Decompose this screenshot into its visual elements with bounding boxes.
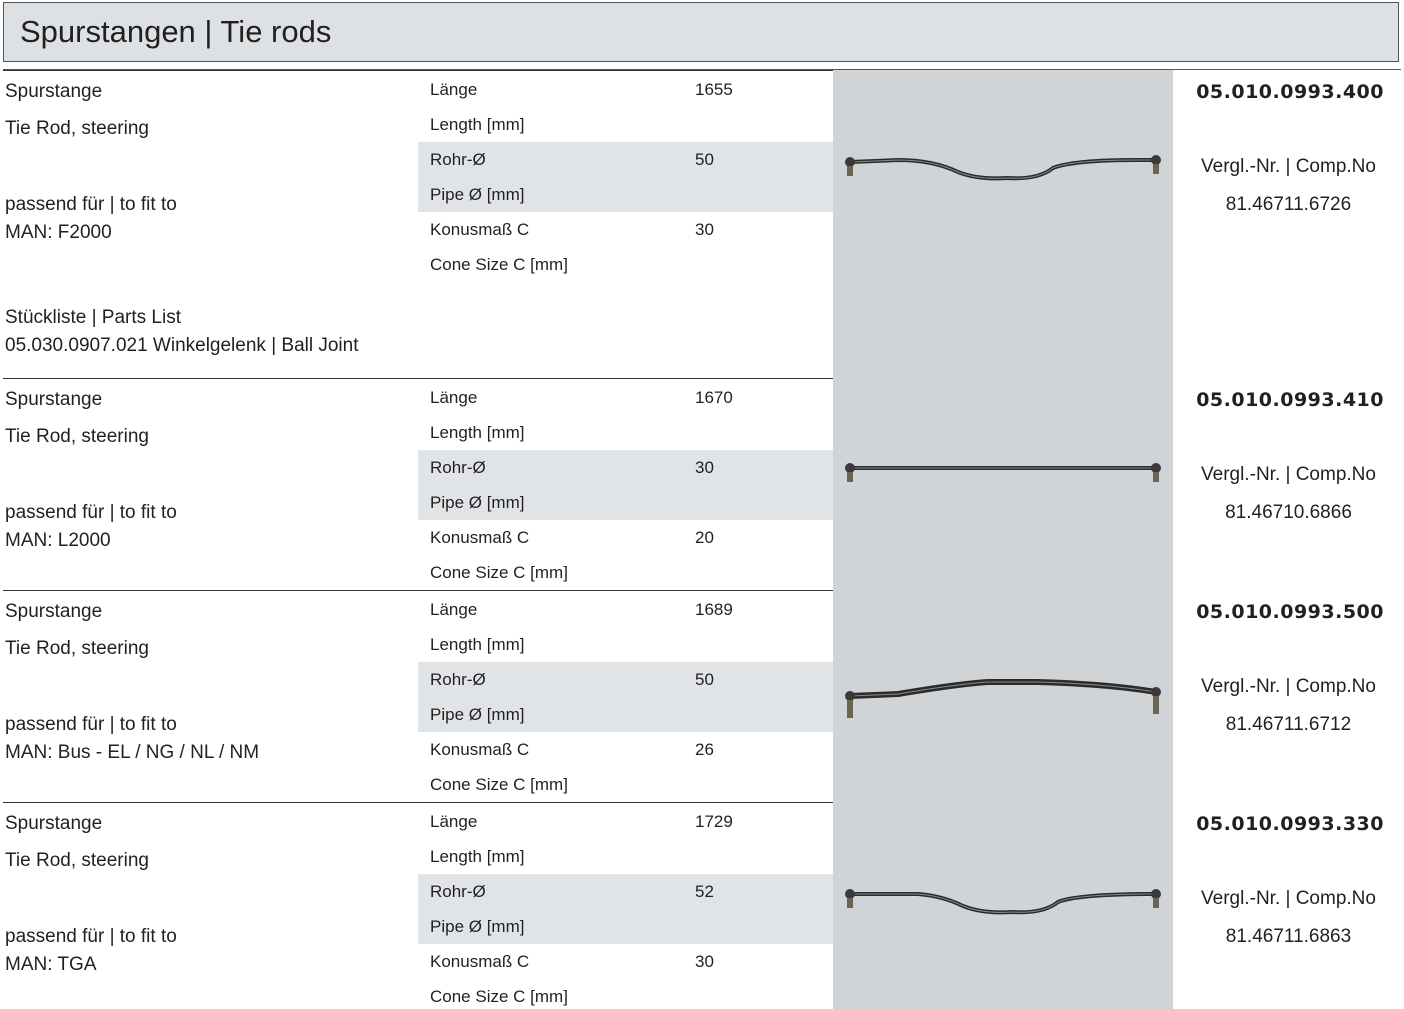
fit-model: MAN: F2000 xyxy=(5,222,112,243)
spec-label-de: Konusmaß C xyxy=(430,528,530,547)
comp-number: 81.46711.6712 xyxy=(1225,714,1352,735)
row-rule xyxy=(3,802,833,803)
spec-value: 1729 xyxy=(695,812,733,831)
product-name-de: Spurstange xyxy=(5,389,103,410)
product-name-en: Tie Rod, steering xyxy=(5,118,149,139)
spec-value: 30 xyxy=(695,458,714,477)
spec-value: 1655 xyxy=(695,80,733,99)
spec-label-de: Länge xyxy=(430,80,478,99)
tie-rod-image xyxy=(845,155,1161,181)
spec-label-de: Konusmaß C xyxy=(430,952,530,971)
spec-label-en: Length [mm] xyxy=(430,847,525,866)
product-name-en: Tie Rod, steering xyxy=(5,638,149,659)
product-name-en: Tie Rod, steering xyxy=(5,426,149,447)
spec-label-en: Cone Size C [mm] xyxy=(430,563,568,582)
spec-value: 26 xyxy=(695,740,714,759)
comp-label: Vergl.-Nr. | Comp.No xyxy=(1201,888,1376,909)
parts-list-label: Stückliste | Parts List xyxy=(5,307,181,328)
spec-label-en: Cone Size C [mm] xyxy=(430,987,568,1006)
header: Spurstangen | Tie rods xyxy=(3,2,1399,62)
spec-value: 50 xyxy=(695,670,714,689)
parts-list-item: 05.030.0907.021 Winkelgelenk | Ball Join… xyxy=(5,335,359,356)
header-rule xyxy=(3,69,1401,70)
tie-rod-image xyxy=(845,679,1161,718)
image-panel xyxy=(833,802,1173,1009)
comp-label: Vergl.-Nr. | Comp.No xyxy=(1201,464,1376,485)
spec-label-en: Length [mm] xyxy=(430,115,525,134)
comp-label: Vergl.-Nr. | Comp.No xyxy=(1201,676,1376,697)
fit-model: MAN: L2000 xyxy=(5,530,111,551)
spec-label-en: Pipe Ø [mm] xyxy=(430,185,525,204)
spec-label-de: Rohr-Ø xyxy=(430,458,486,477)
spec-band xyxy=(418,142,833,212)
spec-label-en: Pipe Ø [mm] xyxy=(430,493,525,512)
spec-label-de: Konusmaß C xyxy=(430,740,530,759)
spec-value: 50 xyxy=(695,150,714,169)
fit-label: passend für | to fit to xyxy=(5,194,177,215)
row-rule xyxy=(3,590,833,591)
tie-rod-image xyxy=(845,463,1161,482)
product-name-en: Tie Rod, steering xyxy=(5,850,149,871)
spec-value: 30 xyxy=(695,220,714,239)
spec-band xyxy=(418,874,833,944)
spec-value: 1670 xyxy=(695,388,733,407)
spec-label-de: Länge xyxy=(430,388,478,407)
part-number: 05.010.0993.330 xyxy=(1196,813,1384,835)
comp-number: 81.46711.6863 xyxy=(1225,926,1352,947)
spec-label-en: Length [mm] xyxy=(430,635,525,654)
spec-label-en: Pipe Ø [mm] xyxy=(430,917,525,936)
spec-label-en: Cone Size C [mm] xyxy=(430,255,568,274)
image-panel xyxy=(833,378,1173,590)
spec-label-de: Rohr-Ø xyxy=(430,882,486,901)
comp-number: 81.46711.6726 xyxy=(1225,194,1352,215)
spec-label-en: Cone Size C [mm] xyxy=(430,775,568,794)
spec-label-de: Rohr-Ø xyxy=(430,670,486,689)
fit-model: MAN: TGA xyxy=(5,954,97,975)
spec-value: 30 xyxy=(695,952,714,971)
fit-model: MAN: Bus - EL / NG / NL / NM xyxy=(5,742,260,763)
product-name-de: Spurstange xyxy=(5,601,103,622)
part-number: 05.010.0993.400 xyxy=(1196,81,1384,103)
spec-label-de: Rohr-Ø xyxy=(430,150,486,169)
part-number: 05.010.0993.410 xyxy=(1196,389,1384,411)
fit-label: passend für | to fit to xyxy=(5,926,177,947)
fit-label: passend für | to fit to xyxy=(5,502,177,523)
spec-band xyxy=(418,662,833,732)
spec-label-de: Länge xyxy=(430,600,478,619)
spec-band xyxy=(418,450,833,520)
spec-label-de: Länge xyxy=(430,812,478,831)
spec-value: 52 xyxy=(695,882,714,901)
comp-label: Vergl.-Nr. | Comp.No xyxy=(1201,156,1376,177)
spec-value: 1689 xyxy=(695,600,733,619)
row-rule xyxy=(3,378,833,379)
comp-number: 81.46710.6866 xyxy=(1225,502,1352,523)
tie-rod-image xyxy=(845,889,1161,915)
header-title: Spurstangen | Tie rods xyxy=(20,14,332,49)
spec-value: 20 xyxy=(695,528,714,547)
fit-label: passend für | to fit to xyxy=(5,714,177,735)
product-name-de: Spurstange xyxy=(5,81,103,102)
product-name-de: Spurstange xyxy=(5,813,103,834)
part-number: 05.010.0993.500 xyxy=(1196,601,1384,623)
row-rule xyxy=(3,70,833,71)
image-panel xyxy=(833,70,1173,378)
spec-label-en: Pipe Ø [mm] xyxy=(430,705,525,724)
spec-label-en: Length [mm] xyxy=(430,423,525,442)
spec-label-de: Konusmaß C xyxy=(430,220,530,239)
